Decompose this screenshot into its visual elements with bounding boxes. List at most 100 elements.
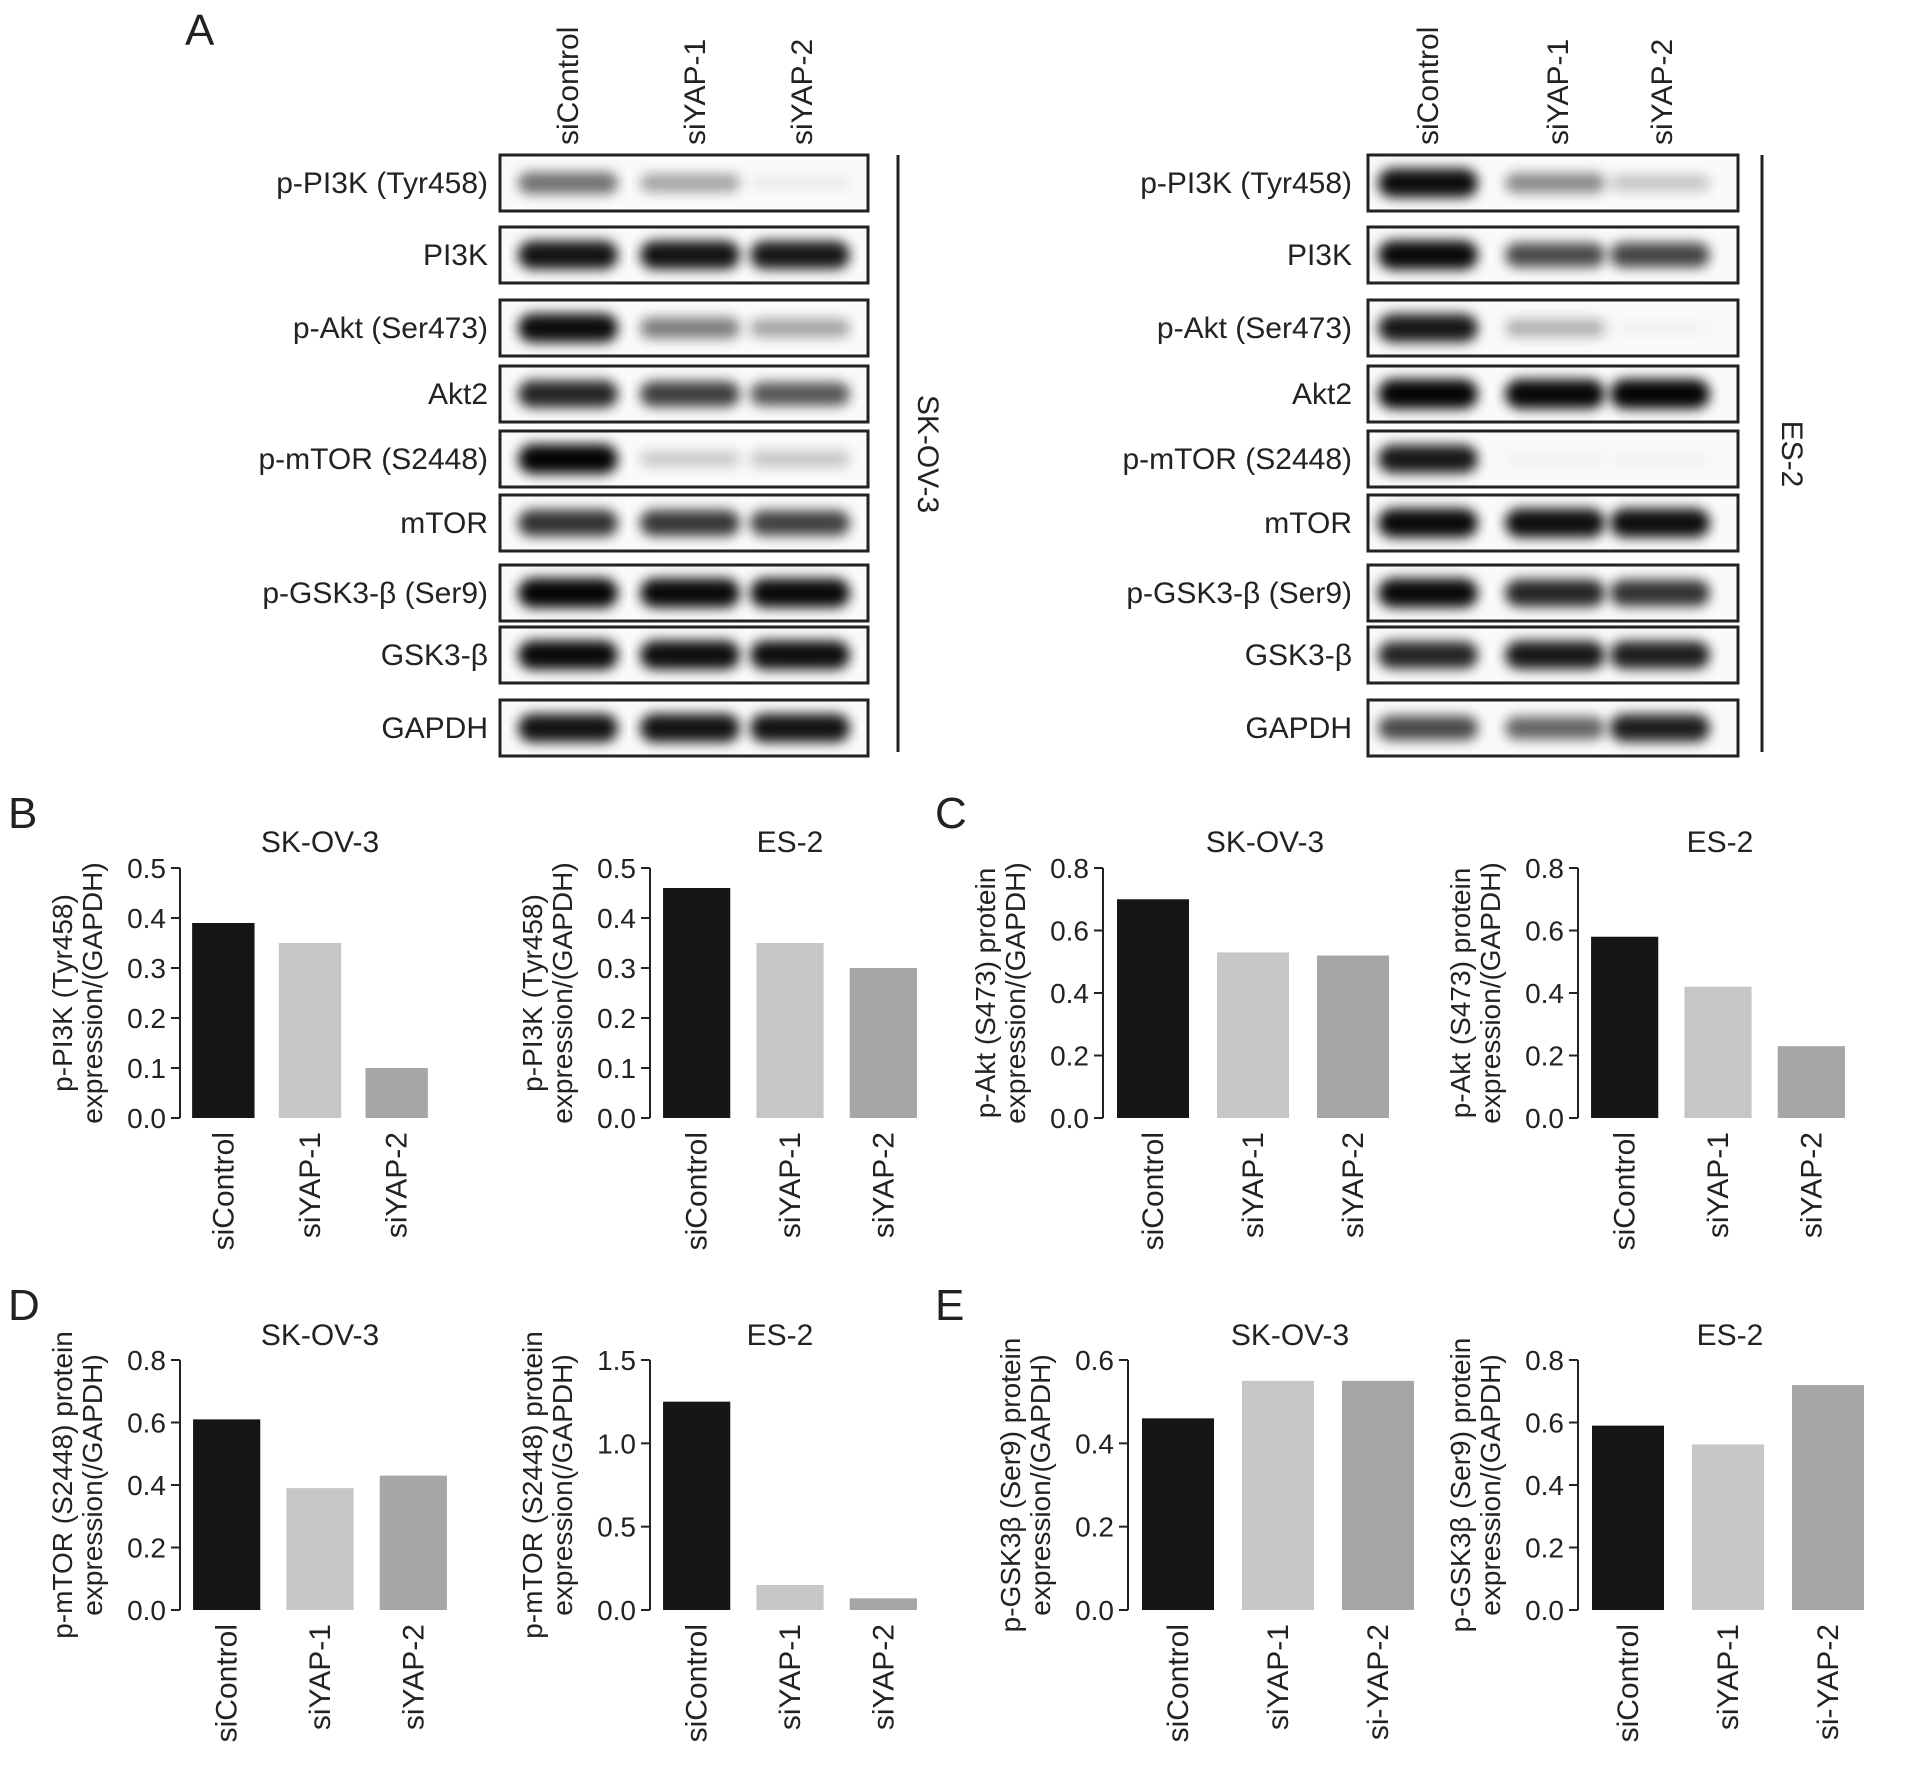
- bar-chart-d-sk-ov-3: SK-OV-3 0.0 0.2 0.4 0.6 0.8 p-mTOR (S2448) pro…: [47, 1319, 447, 1742]
- blot-band: [1378, 578, 1478, 608]
- blot-band: [640, 381, 740, 407]
- y-tick-label: 0.4: [127, 903, 166, 934]
- blot-band: [750, 318, 850, 338]
- blot-band: [750, 382, 850, 406]
- lane-label: siYAP-2: [1646, 39, 1679, 145]
- y-tick-label: 0.4: [1050, 978, 1089, 1009]
- blot-band: [1610, 175, 1710, 191]
- blot-row-label: p-mTOR (S2448): [258, 443, 488, 476]
- y-tick-label: 0.2: [597, 1003, 636, 1034]
- panel-label-d: D: [8, 1281, 40, 1330]
- y-tick-label: 0.0: [1525, 1103, 1564, 1134]
- blot-band: [518, 444, 618, 474]
- bar-sicontrol: [663, 888, 731, 1118]
- y-axis-label: p-mTOR (S2448) protein: [517, 1331, 548, 1639]
- chart-title: SK-OV-3: [1231, 1319, 1349, 1352]
- y-axis-label: expression(/GAPDH): [547, 1354, 578, 1615]
- bar-chart-d-es-2: ES-2 0.0 0.5 1.0 1.5 p-mTOR (S2448) protein ex…: [517, 1319, 917, 1742]
- chart-title: ES-2: [747, 1319, 814, 1352]
- blot-band: [750, 578, 850, 608]
- blot-band: [518, 313, 618, 343]
- blot-row-label: p-GSK3-β (Ser9): [262, 577, 488, 610]
- x-category-label: siYAP-1: [304, 1624, 337, 1730]
- x-category-label: siYAP-1: [1237, 1132, 1270, 1238]
- x-category-label: siControl: [207, 1132, 240, 1250]
- y-tick-label: 0.0: [597, 1103, 636, 1134]
- blot-band: [640, 240, 740, 270]
- lane-label: siYAP-2: [786, 39, 819, 145]
- blot-band: [1378, 313, 1478, 343]
- blot-row-label: Akt2: [428, 378, 488, 411]
- blot-band: [1610, 641, 1710, 669]
- y-tick-label: 0.3: [127, 953, 166, 984]
- bar-sicontrol: [1592, 1425, 1664, 1610]
- y-tick-label: 0.2: [1525, 1041, 1564, 1072]
- bar-sicontrol: [1591, 936, 1659, 1118]
- blot-band: [750, 640, 850, 670]
- blot-band: [518, 380, 618, 408]
- blot-band: [750, 713, 850, 743]
- blot-band: [640, 173, 740, 193]
- x-category-label: siYAP-1: [1712, 1624, 1745, 1730]
- panel-label-e: E: [935, 1281, 964, 1330]
- y-tick-label: 0.8: [1525, 853, 1564, 884]
- x-category-label: siControl: [1162, 1624, 1195, 1742]
- y-tick-label: 0.6: [127, 1408, 166, 1439]
- x-category-label: siYAP-2: [397, 1624, 430, 1730]
- chart-title: ES-2: [1687, 826, 1754, 859]
- blot-row-label: p-PI3K (Tyr458): [276, 167, 488, 200]
- bar-chart-b-sk-ov-3: SK-OV-3 0.0 0.1 0.2 0.3 0.4 0.5 p-PI3K (Tyr458)…: [47, 826, 428, 1250]
- lane-label: siControl: [552, 27, 585, 145]
- x-category-label: siControl: [211, 1624, 244, 1742]
- cell-line-label: SK-OV-3: [911, 395, 944, 513]
- lane-label: siYAP-1: [1542, 39, 1575, 145]
- y-tick-label: 0.8: [1050, 853, 1089, 884]
- bar-chart-c-sk-ov-3: SK-OV-3 0.0 0.2 0.4 0.6 0.8 p-Akt (S473) prote…: [970, 826, 1389, 1250]
- y-tick-label: 0.6: [1075, 1345, 1114, 1376]
- panel-label-a: A: [185, 6, 215, 55]
- bar-sicontrol: [663, 1401, 731, 1610]
- blot-band: [518, 509, 618, 537]
- y-axis-label: p-GSK3β (Ser9) protein: [1445, 1338, 1476, 1633]
- y-tick-label: 0.2: [1075, 1512, 1114, 1543]
- blot-band: [750, 240, 850, 270]
- lane-label: siYAP-1: [679, 39, 712, 145]
- blot-row-label: GSK3-β: [1245, 639, 1352, 672]
- bar-siyap-2: [365, 1068, 428, 1118]
- blot-row-label: GAPDH: [381, 712, 488, 745]
- blot-band: [1378, 379, 1478, 409]
- bar-sicontrol: [1117, 899, 1189, 1118]
- y-axis-label: expression/(GAPDH): [1000, 862, 1031, 1123]
- bar-siyap-2: [849, 1598, 917, 1610]
- blot-band: [750, 510, 850, 536]
- x-category-label: siYAP-1: [1262, 1624, 1295, 1730]
- x-category-label: siControl: [1137, 1132, 1170, 1250]
- y-axis-label: expression/(GAPDH): [1475, 1354, 1506, 1615]
- blot-band: [750, 176, 850, 190]
- bar-sicontrol: [193, 1419, 261, 1610]
- blot-row-label: p-GSK3-β (Ser9): [1126, 577, 1352, 610]
- bar-chart-b-es-2: ES-2 0.0 0.1 0.2 0.3 0.4 0.5 p-PI3K (Tyr458) exp…: [517, 826, 917, 1250]
- blot-band: [1505, 379, 1605, 409]
- blot-band: [518, 172, 618, 194]
- x-category-label: si-YAP-2: [1812, 1624, 1845, 1740]
- blot-band: [1378, 508, 1478, 538]
- y-tick-label: 0.0: [127, 1103, 166, 1134]
- y-tick-label: 0.2: [1525, 1533, 1564, 1564]
- cell-line-label: ES-2: [1775, 421, 1808, 488]
- blot-band: [1378, 715, 1478, 741]
- blot-band: [518, 640, 618, 670]
- blot-band: [518, 713, 618, 743]
- y-axis-label: p-GSK3β (Ser9) protein: [995, 1338, 1026, 1633]
- blot-band: [640, 713, 740, 743]
- lane-label: siControl: [1412, 27, 1445, 145]
- y-axis-label: expression/(GAPDH): [547, 862, 578, 1123]
- chart-title: ES-2: [1697, 1319, 1764, 1352]
- blot-band: [1505, 319, 1605, 337]
- blot-band: [1505, 716, 1605, 740]
- x-category-label: siYAP-2: [381, 1132, 414, 1238]
- blot-band: [1378, 240, 1478, 270]
- y-tick-label: 0.6: [1525, 1408, 1564, 1439]
- y-tick-label: 0.0: [1075, 1595, 1114, 1626]
- y-axis-label: p-PI3K (Tyr458): [517, 894, 548, 1092]
